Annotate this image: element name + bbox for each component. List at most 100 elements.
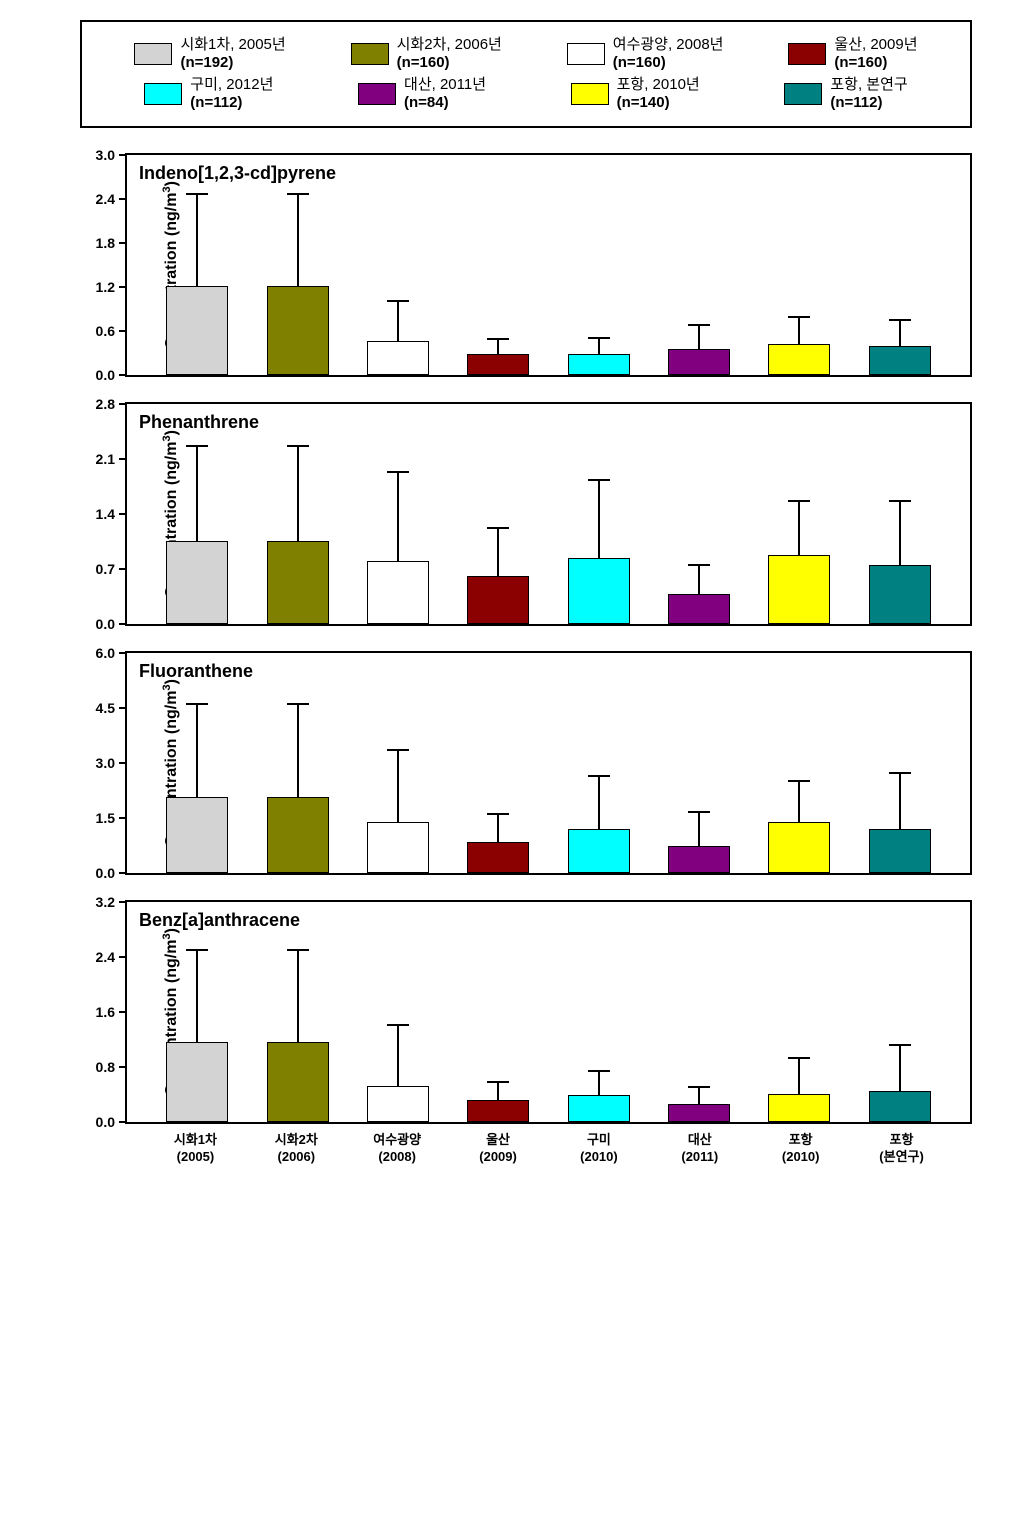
legend-label: 포항, 본연구(n=112) — [830, 76, 907, 112]
bar — [568, 354, 630, 375]
bar-slot — [850, 404, 950, 624]
chart-panel: Benz[a]anthraceneConcentration (ng/m3)0.… — [80, 900, 972, 1166]
legend-swatch — [134, 43, 172, 65]
bar-slot — [549, 653, 649, 873]
legend-swatch — [571, 83, 609, 105]
error-bar — [698, 812, 700, 847]
y-tick-label: 1.5 — [96, 810, 127, 826]
error-bar — [798, 781, 800, 823]
bar — [367, 1086, 429, 1122]
bar — [367, 822, 429, 873]
bar-slot — [247, 155, 347, 375]
error-bar — [397, 301, 399, 341]
legend-label: 구미, 2012년(n=112) — [190, 76, 273, 112]
bar — [467, 354, 529, 375]
legend-label: 시화1차, 2005년(n=192) — [180, 36, 285, 72]
error-bar — [497, 814, 499, 843]
error-bar — [196, 950, 198, 1043]
bar — [467, 576, 529, 624]
bar — [568, 1095, 630, 1123]
legend-swatch — [358, 83, 396, 105]
bar — [166, 286, 228, 375]
bar — [568, 558, 630, 624]
y-tick-label: 0.0 — [96, 1114, 127, 1130]
legend-row: 구미, 2012년(n=112)대산, 2011년(n=84)포항, 2010년… — [102, 76, 950, 112]
error-bar — [196, 446, 198, 542]
bar — [768, 822, 830, 873]
bars-container — [127, 404, 970, 624]
bar-slot — [850, 653, 950, 873]
bar-slot — [247, 404, 347, 624]
bars-container — [127, 155, 970, 375]
legend-swatch — [784, 83, 822, 105]
y-tick-label: 2.8 — [96, 396, 127, 412]
bar-slot — [247, 653, 347, 873]
error-bar — [196, 704, 198, 798]
bar-slot — [649, 653, 749, 873]
legend-item: 여수광양, 2008년(n=160) — [567, 36, 724, 72]
bar — [768, 555, 830, 624]
error-bar — [297, 704, 299, 798]
bar-slot — [147, 653, 247, 873]
legend-label: 여수광양, 2008년(n=160) — [613, 36, 724, 72]
bar-slot — [649, 155, 749, 375]
bar — [166, 797, 228, 873]
error-bar — [798, 501, 800, 556]
bar-slot — [448, 902, 548, 1122]
bar — [267, 797, 329, 873]
y-tick-label: 2.4 — [96, 191, 127, 207]
bar — [267, 1042, 329, 1122]
bar-slot — [749, 404, 849, 624]
bar — [768, 1094, 830, 1122]
plot-area: FluorantheneConcentration (ng/m3)0.01.53… — [125, 651, 972, 875]
bar-slot — [147, 155, 247, 375]
bar-slot — [749, 653, 849, 873]
legend-label: 울산, 2009년(n=160) — [834, 36, 917, 72]
plot-area: PhenanthreneConcentration (ng/m3)0.00.71… — [125, 402, 972, 626]
x-tick-label: 포항(본연구) — [851, 1132, 952, 1166]
bar — [166, 1042, 228, 1122]
bar — [166, 541, 228, 624]
bar — [668, 1104, 730, 1122]
y-tick-label: 0.7 — [96, 561, 127, 577]
bars-container — [127, 653, 970, 873]
bar — [869, 829, 931, 873]
chart-panel: Indeno[1,2,3-cd]pyreneConcentration (ng/… — [80, 153, 972, 377]
panel-title: Benz[a]anthracene — [139, 910, 300, 931]
y-tick-label: 2.4 — [96, 949, 127, 965]
error-bar — [598, 338, 600, 355]
bar-slot — [247, 902, 347, 1122]
error-bar — [497, 528, 499, 578]
legend-item: 시화1차, 2005년(n=192) — [134, 36, 285, 72]
y-tick-label: 0.8 — [96, 1059, 127, 1075]
bar — [869, 565, 931, 624]
panel-title: Indeno[1,2,3-cd]pyrene — [139, 163, 336, 184]
bar-slot — [850, 902, 950, 1122]
error-bar — [598, 776, 600, 830]
legend-item: 대산, 2011년(n=84) — [358, 76, 486, 112]
x-axis: 시화1차(2005)시화2차(2006)여수광양(2008)울산(2009)구미… — [125, 1124, 972, 1166]
bar-slot — [850, 155, 950, 375]
legend-item: 포항, 본연구(n=112) — [784, 76, 907, 112]
bar-slot — [147, 404, 247, 624]
legend-box: 시화1차, 2005년(n=192)시화2차, 2006년(n=160)여수광양… — [80, 20, 972, 128]
y-tick-label: 0.0 — [96, 616, 127, 632]
error-bar — [497, 1082, 499, 1101]
error-bar — [899, 501, 901, 566]
error-bar — [698, 565, 700, 595]
legend-swatch — [144, 83, 182, 105]
x-tick-label: 포항(2010) — [750, 1132, 851, 1166]
bar-slot — [448, 155, 548, 375]
x-tick-label: 여수광양(2008) — [347, 1132, 448, 1166]
error-bar — [297, 950, 299, 1043]
bar — [367, 561, 429, 624]
error-bar — [698, 325, 700, 350]
bar-slot — [348, 404, 448, 624]
x-tick-label: 대산(2011) — [649, 1132, 750, 1166]
bar-slot — [448, 653, 548, 873]
bar-slot — [749, 155, 849, 375]
bar-slot — [649, 404, 749, 624]
legend-row: 시화1차, 2005년(n=192)시화2차, 2006년(n=160)여수광양… — [102, 36, 950, 72]
error-bar — [899, 773, 901, 830]
y-tick-label: 3.2 — [96, 894, 127, 910]
